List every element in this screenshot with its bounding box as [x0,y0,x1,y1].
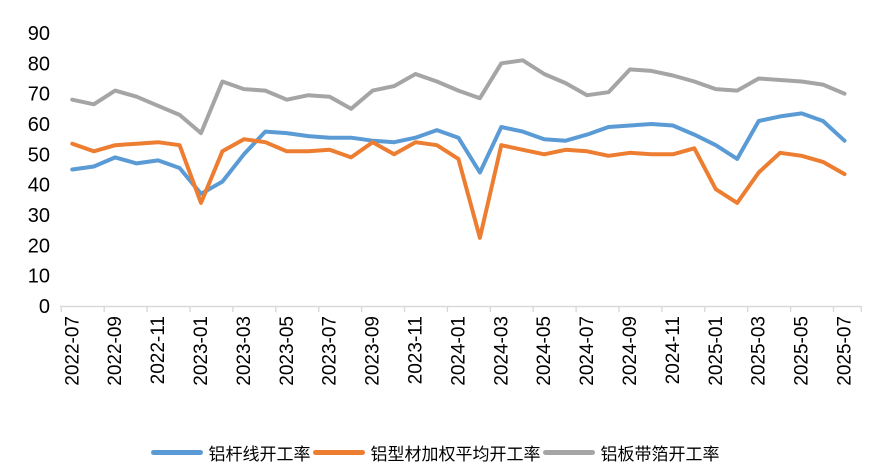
y-axis-label: 60 [28,114,50,136]
legend-label-rod-wire: 铝杆线开工率 [208,444,311,464]
y-axis-label: 40 [28,175,50,197]
series-line-extrusion [70,137,847,240]
x-axis-label: 2024-05 [534,316,555,386]
legend-item-extrusion: 铝型材加权平均开工率 [312,440,543,465]
legend-swatch-sheet-strip-foil-icon [542,449,595,455]
x-axis-label: 2023-03 [234,316,255,386]
x-axis-label: 2024-09 [620,316,641,386]
series-line-sheet-strip-foil [70,58,847,136]
line-chart: 0 10 20 30 40 50 60 70 80 90 2022-07 2022-09 2022-11… [28,23,862,386]
y-axis-label: 30 [28,205,50,227]
y-axis-label: 70 [28,84,50,106]
x-axis-label: 2023-01 [191,316,212,386]
x-axis-label: 2024-11 [663,316,684,384]
x-axis-label: 2023-09 [363,316,384,386]
legend-swatch-extrusion-icon [312,449,365,455]
legend-label-extrusion: 铝型材加权平均开工率 [370,444,541,464]
x-axis-label: 2024-01 [448,316,469,386]
y-axis-label: 80 [28,53,50,75]
x-axis-label: 2023-11 [406,316,427,384]
x-axis-label: 2025-01 [706,316,727,386]
x-axis-label: 2023-07 [320,316,341,386]
x-axis-label: 2024-07 [577,316,598,386]
legend-item-sheet-strip-foil: 铝板带箔开工率 [542,440,722,465]
legend-item-rod-wire: 铝杆线开工率 [150,440,313,465]
legend-label-sheet-strip-foil: 铝板带箔开工率 [600,444,720,464]
y-axis-label: 20 [28,235,50,257]
y-axis-label: 90 [28,23,50,45]
x-axis-label: 2024-03 [491,316,512,386]
chart-legend: 铝杆线开工率 铝型材加权平均开工率 铝板带箔开工率 [0,437,872,467]
y-axis-label: 50 [28,144,50,166]
x-axis-label: 2022-11 [148,316,169,384]
x-axis-label: 2025-07 [835,316,856,386]
x-axis-label: 2025-03 [749,316,770,386]
y-axis-label: 10 [28,266,50,288]
x-axis-label: 2022-07 [62,316,83,386]
x-axis-label: 2023-05 [277,316,298,386]
y-axis-label: 0 [39,296,50,318]
series-line-rod-wire [70,111,847,196]
x-axis-label: 2022-09 [105,316,126,386]
x-axis-label: 2025-05 [792,316,813,386]
legend-swatch-rod-wire-icon [150,449,203,455]
